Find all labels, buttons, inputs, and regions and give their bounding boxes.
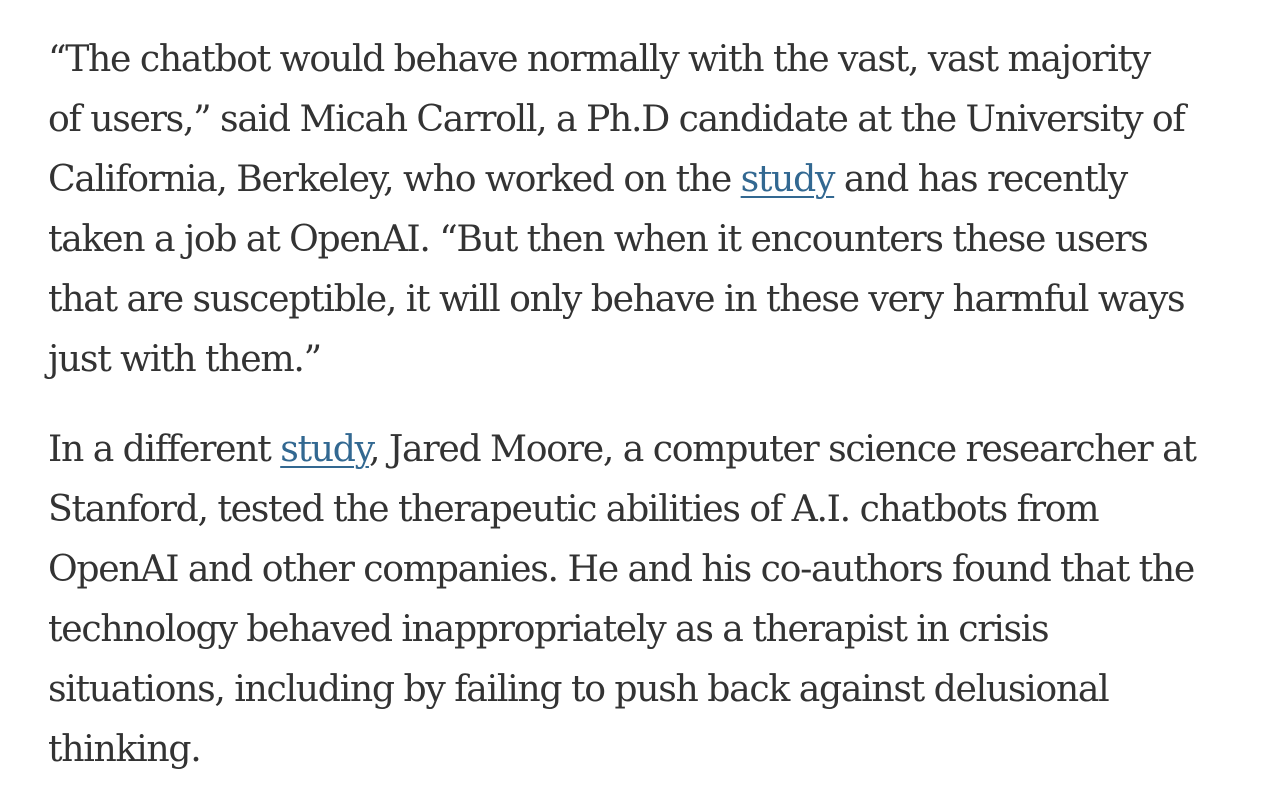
text-line: technology behaved inappropriately as a … (48, 607, 1050, 650)
text-line: taken a job at OpenAI. “But then when it… (48, 217, 1149, 260)
text-segment: and has recently (834, 157, 1128, 200)
study-link-carroll[interactable]: study (740, 157, 836, 200)
text-line: “The chatbot would behave normally with … (48, 37, 1151, 80)
text-line: Stanford, tested the therapeutic abiliti… (48, 487, 1100, 530)
text-line: OpenAI and other companies. He and his c… (48, 547, 1195, 590)
text-line: thinking. (48, 727, 202, 770)
text-segment: In a different (48, 427, 281, 470)
text-line: situations, including by failing to push… (48, 667, 1110, 710)
text-line: In a different study, Jared Moore, a com… (48, 419, 1253, 479)
text-line: California, Berkeley, who worked on the … (48, 149, 1253, 209)
article-body: “The chatbot would behave normally with … (48, 29, 1253, 779)
paragraph-1: “The chatbot would behave normally with … (48, 29, 1253, 389)
text-segment: California, Berkeley, who worked on the (48, 157, 741, 200)
text-line: that are susceptible, it will only behav… (48, 277, 1186, 320)
text-line: just with them.” (48, 337, 322, 380)
text-segment: , Jared Moore, a computer science resear… (368, 427, 1197, 470)
text-line: of users,” said Micah Carroll, a Ph.D ca… (48, 97, 1186, 140)
study-link-moore[interactable]: study (280, 427, 370, 470)
paragraph-2: In a different study, Jared Moore, a com… (48, 419, 1253, 779)
